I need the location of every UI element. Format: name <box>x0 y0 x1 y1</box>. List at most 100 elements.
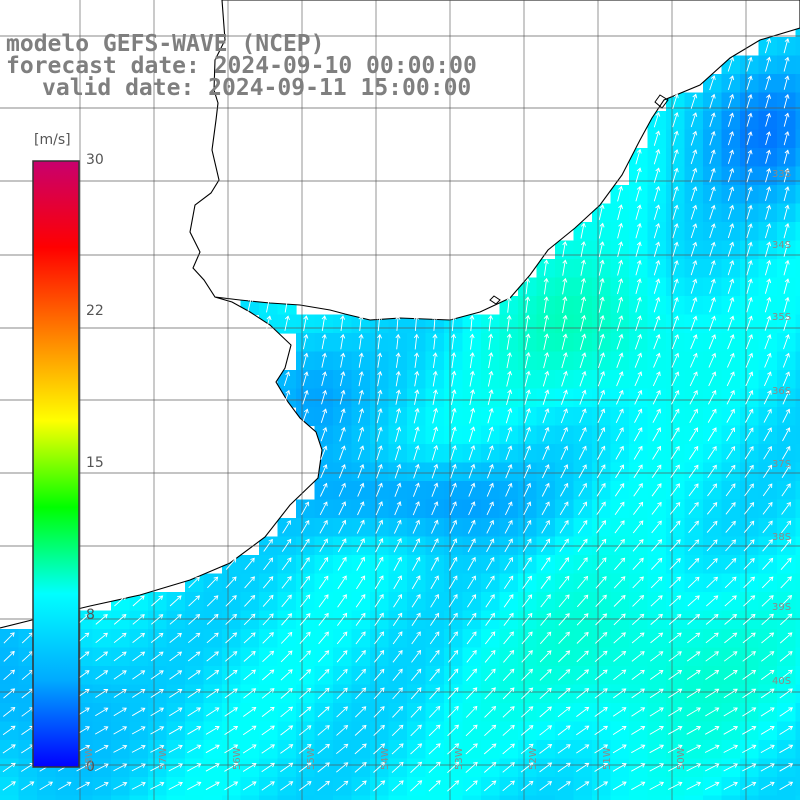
wind-cell <box>795 185 800 205</box>
wind-arrow <box>357 482 365 497</box>
wind-arrow <box>633 482 643 497</box>
wind-arrow <box>357 426 365 442</box>
wind-cell <box>592 370 612 390</box>
wind-arrow <box>411 593 421 608</box>
wind-arrow <box>543 277 549 295</box>
wind-cell <box>610 407 630 427</box>
wind-cell <box>721 666 741 686</box>
wind-arrow <box>451 352 457 369</box>
wind-arrow <box>727 149 735 164</box>
wind-arrow <box>301 501 310 516</box>
wind-arrow <box>541 482 550 497</box>
wind-arrow <box>373 743 386 755</box>
wind-arrow <box>207 576 219 589</box>
wind-arrow <box>704 781 720 790</box>
wind-cell <box>92 703 112 723</box>
wind-arrow <box>672 167 679 183</box>
wind-cell <box>703 296 723 316</box>
wind-cell <box>388 518 408 538</box>
wind-arrow <box>578 445 587 460</box>
wind-cell <box>592 259 612 279</box>
wind-cell <box>425 370 445 390</box>
wind-arrow <box>339 389 346 405</box>
wind-cell <box>462 666 482 686</box>
wind-cell <box>629 795 649 800</box>
wind-arrow <box>302 408 309 423</box>
wind-cell <box>499 703 519 723</box>
wind-arrow <box>745 371 754 387</box>
wind-cell <box>370 777 390 797</box>
wind-arrow <box>668 670 683 680</box>
wind-arrow <box>484 649 496 663</box>
wind-arrow <box>557 744 571 754</box>
wind-cell <box>333 462 353 482</box>
wind-arrow <box>299 706 312 718</box>
wind-cell <box>610 351 630 371</box>
wind-arrow <box>709 260 716 276</box>
wind-arrow <box>705 670 720 680</box>
wind-arrow <box>669 501 681 515</box>
wind-cell <box>203 777 223 797</box>
wind-arrow <box>94 726 109 735</box>
wind-cell <box>795 92 800 112</box>
wind-arrow <box>448 612 458 626</box>
wind-cell <box>777 555 797 575</box>
wind-arrow <box>298 725 312 736</box>
wind-cell <box>148 777 168 797</box>
wind-arrow <box>524 351 531 369</box>
wind-arrow <box>686 688 701 699</box>
wind-arrow <box>690 186 698 202</box>
wind-arrow <box>706 502 718 515</box>
wind-arrow <box>562 259 568 276</box>
wind-arrow <box>502 780 515 792</box>
wind-cell <box>333 721 353 741</box>
wind-cell <box>666 721 686 741</box>
wind-cell <box>277 795 297 800</box>
wind-arrow <box>374 575 384 590</box>
wind-arrow <box>672 186 679 202</box>
wind-cell <box>629 573 649 593</box>
wind-arrow <box>727 223 735 239</box>
wind-cell <box>703 203 723 223</box>
wind-cell <box>536 388 556 408</box>
wind-arrow <box>709 241 716 257</box>
wind-cell <box>499 629 519 649</box>
wind-cell <box>425 425 445 445</box>
wind-cell <box>37 777 57 797</box>
wind-cell <box>333 777 353 797</box>
wind-arrow <box>761 595 774 607</box>
wind-cell <box>777 333 797 353</box>
wind-cell <box>388 666 408 686</box>
wind-arrow <box>150 632 164 643</box>
wind-cell <box>758 703 778 723</box>
wind-cell <box>425 666 445 686</box>
wind-arrow <box>780 539 792 552</box>
wind-arrow <box>521 687 534 700</box>
wind-cell <box>203 740 223 760</box>
wind-cell <box>721 314 741 334</box>
wind-cell <box>629 740 649 760</box>
wind-cell <box>592 351 612 371</box>
wind-arrow <box>522 575 532 589</box>
wind-cell <box>721 462 741 482</box>
wind-arrow <box>760 688 775 699</box>
wind-arrow <box>392 650 403 663</box>
wind-arrow <box>338 501 347 516</box>
wind-arrow <box>746 149 753 164</box>
wind-arrow <box>283 389 291 405</box>
wind-arrow <box>485 612 495 626</box>
wind-cell <box>758 351 778 371</box>
wind-arrow <box>543 333 550 350</box>
wind-cell <box>573 222 593 242</box>
wind-arrow <box>613 669 627 681</box>
wind-cell <box>185 666 205 686</box>
wind-cell <box>777 629 797 649</box>
wind-cell <box>462 388 482 408</box>
wind-arrow <box>187 744 202 753</box>
wind-arrow <box>617 204 624 221</box>
wind-arrow <box>317 780 330 791</box>
wind-arrow <box>281 557 292 571</box>
wind-cell <box>610 388 630 408</box>
wind-arrow <box>781 483 791 497</box>
wind-arrow <box>635 278 642 295</box>
